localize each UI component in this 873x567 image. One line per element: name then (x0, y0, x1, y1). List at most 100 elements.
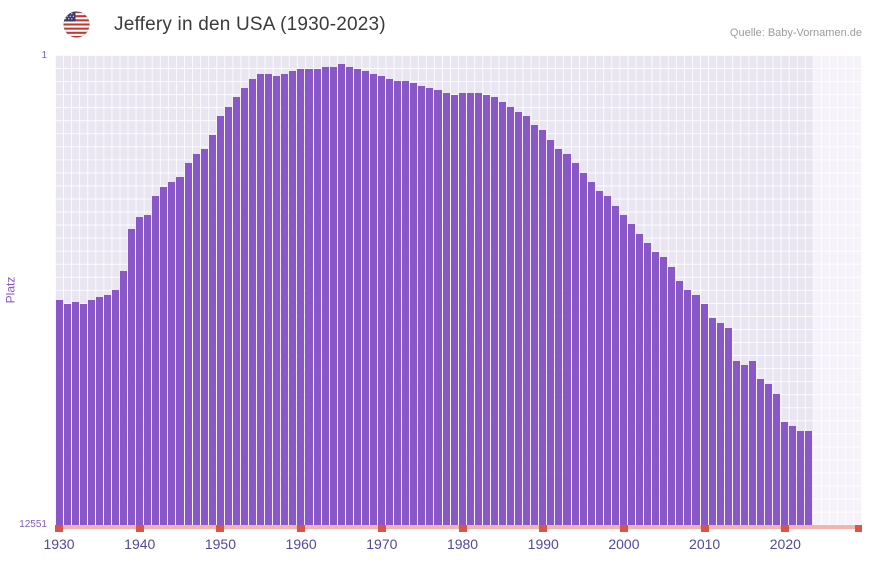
bar-1931[interactable] (63, 304, 71, 525)
bar-1950[interactable] (216, 116, 224, 525)
bar-1966[interactable] (345, 66, 353, 525)
bar-2004[interactable] (652, 252, 660, 525)
bar-1942[interactable] (152, 196, 160, 525)
bar-1980[interactable] (458, 92, 466, 525)
bar-1987[interactable] (515, 111, 523, 525)
bar-1930[interactable] (55, 299, 63, 525)
bar-1932[interactable] (71, 301, 79, 525)
bar-2019[interactable] (773, 393, 781, 525)
bar-1985[interactable] (498, 102, 506, 525)
bar-1971[interactable] (386, 78, 394, 525)
bar-1959[interactable] (289, 71, 297, 525)
bar-1938[interactable] (120, 271, 128, 525)
bar-1946[interactable] (184, 163, 192, 525)
bar-1940[interactable] (136, 217, 144, 525)
bar-2001[interactable] (627, 224, 635, 525)
bar-1976[interactable] (426, 87, 434, 525)
bar-2020[interactable] (781, 421, 789, 525)
x-tick-label-2010: 2010 (689, 536, 721, 552)
bar-1937[interactable] (111, 290, 119, 525)
bar-1935[interactable] (95, 296, 103, 525)
bar-1964[interactable] (329, 66, 337, 525)
bar-2022[interactable] (797, 430, 805, 525)
bar-1954[interactable] (249, 78, 257, 525)
bar-2018[interactable] (765, 384, 773, 525)
bar-1943[interactable] (160, 186, 168, 525)
bar-2014[interactable] (732, 360, 740, 525)
bar-1934[interactable] (87, 299, 95, 525)
bar-1933[interactable] (79, 304, 87, 525)
bar-1968[interactable] (361, 71, 369, 525)
bar-1945[interactable] (176, 177, 184, 525)
bar-2007[interactable] (676, 280, 684, 525)
bar-1941[interactable] (144, 214, 152, 525)
bar-2002[interactable] (636, 233, 644, 525)
bar-1953[interactable] (240, 87, 248, 525)
x-tick-mark-1990 (539, 525, 548, 532)
bar-2011[interactable] (708, 318, 716, 525)
bar-1967[interactable] (353, 69, 361, 525)
bar-2016[interactable] (748, 360, 756, 525)
x-tick-mark-2000 (619, 525, 628, 532)
bar-1975[interactable] (418, 85, 426, 525)
bar-2012[interactable] (716, 323, 724, 525)
bar-1962[interactable] (313, 69, 321, 525)
bar-1948[interactable] (200, 148, 208, 525)
bar-1982[interactable] (474, 92, 482, 525)
bar-1989[interactable] (531, 125, 539, 525)
source-caption: Quelle: Baby-Vornamen.de (729, 27, 862, 39)
bar-1995[interactable] (579, 172, 587, 525)
bar-1984[interactable] (490, 97, 498, 525)
bar-1996[interactable] (587, 181, 595, 525)
bar-1956[interactable] (265, 73, 273, 525)
y-axis: 1 12551 (0, 50, 50, 530)
bar-1997[interactable] (595, 191, 603, 525)
bar-1973[interactable] (402, 80, 410, 525)
x-tick-mark-2020 (781, 525, 790, 532)
bar-1955[interactable] (257, 73, 265, 525)
bar-1991[interactable] (547, 139, 555, 525)
bar-1986[interactable] (507, 106, 515, 525)
bar-1951[interactable] (224, 106, 232, 525)
bar-1981[interactable] (466, 92, 474, 525)
bar-2013[interactable] (724, 327, 732, 525)
bar-1969[interactable] (369, 73, 377, 525)
bar-1990[interactable] (539, 130, 547, 525)
bar-1952[interactable] (232, 97, 240, 525)
bar-1963[interactable] (321, 66, 329, 525)
bar-2015[interactable] (740, 365, 748, 525)
bar-2000[interactable] (619, 214, 627, 525)
bar-1949[interactable] (208, 135, 216, 525)
bar-1944[interactable] (168, 181, 176, 525)
bar-1947[interactable] (192, 153, 200, 525)
bar-1983[interactable] (482, 95, 490, 525)
bar-1972[interactable] (394, 80, 402, 525)
bar-2008[interactable] (684, 290, 692, 525)
bar-2006[interactable] (668, 266, 676, 525)
bar-2003[interactable] (644, 242, 652, 525)
bar-1978[interactable] (442, 92, 450, 525)
bar-2010[interactable] (700, 304, 708, 525)
bar-1993[interactable] (563, 153, 571, 525)
bar-1965[interactable] (337, 64, 345, 525)
bar-1988[interactable] (523, 116, 531, 525)
bar-1961[interactable] (305, 69, 313, 525)
bar-1958[interactable] (281, 73, 289, 525)
bar-2021[interactable] (789, 426, 797, 525)
bar-2023[interactable] (805, 430, 813, 525)
bar-1960[interactable] (297, 69, 305, 525)
bar-2005[interactable] (660, 257, 668, 525)
bar-1939[interactable] (128, 229, 136, 525)
bar-1974[interactable] (410, 83, 418, 525)
bar-1957[interactable] (273, 76, 281, 525)
bar-1970[interactable] (378, 76, 386, 525)
bar-1977[interactable] (434, 90, 442, 525)
bar-1979[interactable] (450, 95, 458, 525)
bar-2017[interactable] (756, 379, 764, 525)
bar-2009[interactable] (692, 294, 700, 525)
bar-1994[interactable] (571, 163, 579, 525)
bar-1936[interactable] (103, 294, 111, 525)
bar-1992[interactable] (555, 148, 563, 525)
bar-1998[interactable] (603, 196, 611, 525)
bar-1999[interactable] (611, 205, 619, 525)
